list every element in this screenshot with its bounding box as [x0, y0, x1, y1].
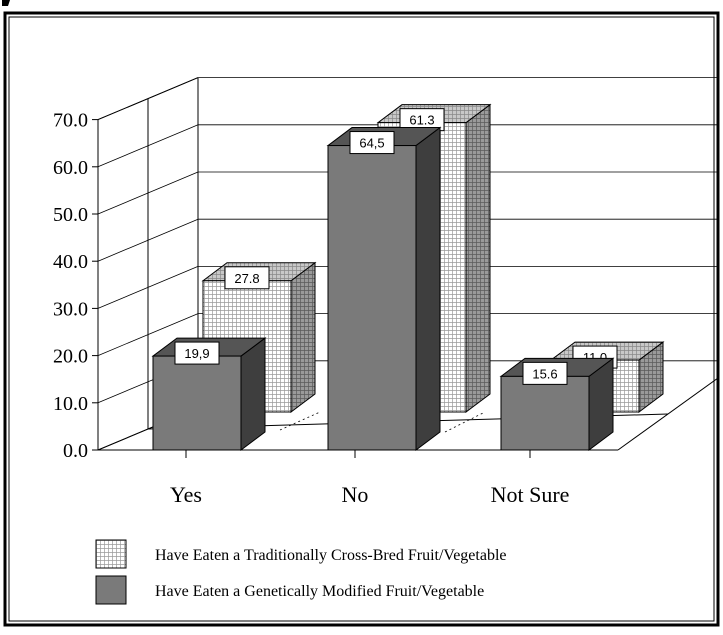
series-front-bars: 19,9 64,5 15.6	[151, 126, 615, 451]
front-bar-value-label: 64,5	[359, 136, 384, 151]
y-tick-label: 0.0	[63, 440, 88, 462]
back-bar-side	[290, 261, 316, 413]
y-tick-label: 40.0	[53, 251, 88, 273]
y-tick-label: 50.0	[53, 204, 88, 226]
legend-swatch	[95, 575, 127, 605]
gridline-depth	[97, 266, 199, 309]
legend-swatch	[95, 539, 127, 569]
y-tick-label: 20.0	[53, 346, 88, 368]
front-bar: 19,9	[151, 337, 267, 451]
y-tick-label: 30.0	[53, 298, 88, 320]
gridline-depth	[97, 313, 199, 356]
front-bar-value-label: 15.6	[532, 366, 557, 381]
title-fragment	[2, 0, 10, 6]
gridline-depth	[97, 124, 199, 168]
back-bar-label-box	[224, 266, 270, 290]
gridline-depth	[97, 171, 199, 215]
back-bar-value-label: 61.3	[409, 113, 434, 128]
y-tick-label: 70.0	[53, 110, 88, 132]
front-bar-label-box	[349, 131, 395, 155]
front-bar: 64,5	[326, 126, 442, 451]
legend-label: Have Eaten a Traditionally Cross-Bred Fr…	[155, 547, 506, 564]
legend-label: Have Eaten a Genetically Modified Fruit/…	[155, 583, 484, 600]
outer-border-inner	[8, 16, 715, 622]
back-bar-value-label: 27.8	[234, 271, 259, 286]
x-tick-label: No	[342, 482, 369, 507]
y-tick-label: 10.0	[53, 393, 88, 415]
outer-border	[3, 11, 720, 627]
y-axis: 0.0 10.0 20.0 30.0 40.0 50.0 60.0 70.0	[53, 110, 99, 462]
front-bar-label-box	[522, 361, 568, 385]
back-bar-side	[465, 103, 491, 413]
front-bar-front	[327, 145, 417, 451]
floor-separator	[444, 411, 486, 433]
gridline-depth	[97, 218, 199, 262]
gridline-depth	[97, 77, 199, 120]
front-bar-front	[152, 355, 242, 451]
front-bar-value-label: 19,9	[184, 346, 209, 361]
floor-separator	[279, 411, 321, 431]
x-axis: Yes No Not Sure	[170, 450, 569, 507]
x-tick-label: Yes	[170, 482, 202, 507]
front-bar-side	[240, 337, 266, 451]
front-bar-side	[415, 126, 441, 451]
front-bar-front	[500, 375, 590, 451]
x-tick-label: Not Sure	[491, 482, 570, 507]
y-tick-label: 60.0	[53, 157, 88, 179]
legend: Have Eaten a Traditionally Cross-Bred Fr…	[95, 539, 506, 605]
front-bar-label-box	[174, 341, 220, 365]
front-bar: 15.6	[499, 357, 615, 451]
